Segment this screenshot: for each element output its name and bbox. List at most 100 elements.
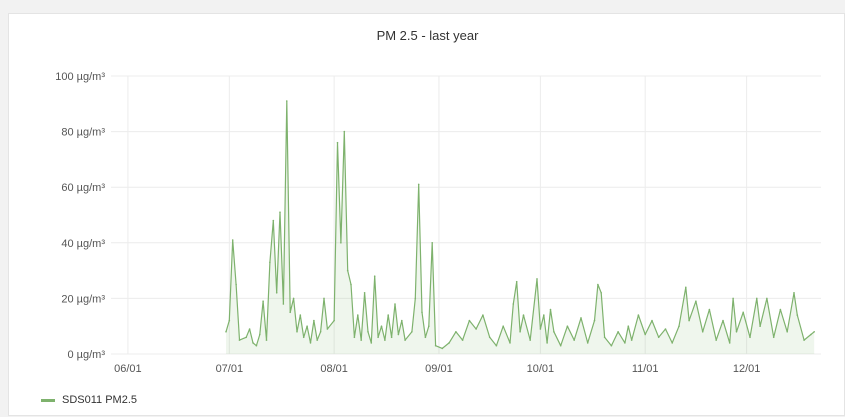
- data-point: [715, 339, 717, 341]
- y-tick-label: 20 µg/m³: [61, 293, 105, 305]
- x-tick-label: 07/01: [216, 363, 244, 375]
- data-point: [796, 314, 799, 316]
- data-point: [671, 342, 673, 344]
- x-tick-label: 08/01: [320, 363, 348, 375]
- data-point: [803, 339, 805, 341]
- legend[interactable]: SDS011 PM2.5: [41, 394, 137, 406]
- data-point: [475, 328, 477, 330]
- y-axis: 0 µg/m³ 20 µg/m³ 40 µg/m³ 60 µg/m³ 80 µg/m³ 1…: [55, 71, 105, 361]
- data-point: [225, 331, 227, 333]
- data-point: [664, 328, 667, 330]
- data-point: [296, 331, 298, 333]
- data-point: [387, 314, 390, 316]
- data-point: [688, 319, 690, 322]
- data-point: [377, 336, 379, 339]
- data-point: [695, 300, 697, 303]
- data-point: [306, 325, 308, 328]
- data-point: [756, 297, 758, 300]
- data-point: [255, 344, 258, 347]
- data-point: [515, 280, 518, 283]
- data-point: [546, 342, 548, 344]
- data-point: [810, 333, 812, 336]
- data-point: [637, 314, 640, 316]
- data-point: [428, 325, 430, 328]
- data-point: [228, 319, 231, 322]
- data-point: [553, 331, 555, 333]
- data-point: [708, 308, 711, 311]
- data-point: [363, 292, 366, 294]
- data-point: [316, 339, 319, 341]
- x-tick-label: 12/01: [733, 363, 761, 375]
- data-point: [566, 325, 569, 328]
- data-point: [586, 342, 589, 344]
- data-point: [701, 331, 704, 333]
- y-tick-label: 60 µg/m³: [61, 182, 105, 194]
- data-point: [482, 314, 484, 316]
- data-point: [766, 297, 768, 300]
- data-point: [749, 336, 751, 339]
- x-tick-label: 11/01: [632, 363, 659, 375]
- data-point: [390, 336, 393, 339]
- data-point: [252, 342, 254, 344]
- data-point: [813, 331, 815, 333]
- data-point: [793, 292, 795, 294]
- data-point: [269, 261, 271, 264]
- data-point: [238, 339, 241, 341]
- data-point: [259, 333, 261, 336]
- x-tick-label: 10/01: [527, 363, 555, 375]
- data-point: [678, 325, 680, 328]
- data-point: [627, 325, 630, 328]
- data-point: [539, 328, 542, 330]
- data-point: [559, 344, 562, 347]
- data-point: [262, 300, 264, 303]
- data-point: [644, 333, 646, 336]
- data-point: [346, 269, 349, 272]
- data-point: [309, 342, 312, 344]
- series-line[interactable]: [225, 100, 815, 349]
- panel-title: PM 2.5 - last year: [376, 28, 479, 43]
- data-point: [593, 319, 596, 322]
- data-point: [610, 344, 613, 347]
- y-tick-label: 0 µg/m³: [67, 349, 105, 361]
- data-point: [509, 342, 511, 344]
- data-point: [245, 336, 247, 339]
- data-point: [265, 339, 268, 341]
- data-point: [272, 219, 275, 222]
- data-point: [421, 311, 423, 314]
- data-point: [323, 297, 325, 300]
- legend-swatch: [41, 398, 55, 402]
- data-point: [597, 283, 599, 286]
- data-point: [468, 319, 471, 322]
- data-point: [357, 314, 359, 316]
- data-point: [394, 303, 396, 305]
- data-point: [779, 308, 782, 311]
- data-point: [580, 317, 582, 319]
- data-point: [502, 325, 505, 328]
- x-tick-label: 09/01: [425, 363, 453, 375]
- data-point: [275, 292, 278, 294]
- data-point: [282, 303, 285, 305]
- data-point: [434, 344, 437, 347]
- data-point: [519, 331, 521, 333]
- data-point: [728, 342, 731, 344]
- data-point: [722, 319, 724, 322]
- data-point: [279, 211, 281, 213]
- pm25-chart[interactable]: 0 µg/m³ 20 µg/m³ 40 µg/m³ 60 µg/m³ 80 µg/m³ 1…: [9, 14, 845, 417]
- data-point: [573, 339, 575, 341]
- series-area: [226, 101, 815, 354]
- data-point: [441, 347, 444, 350]
- data-point: [424, 336, 427, 339]
- data-point: [488, 336, 491, 339]
- data-point: [340, 242, 342, 244]
- data-point: [448, 342, 450, 344]
- data-point: [732, 297, 734, 300]
- y-tick-label: 40 µg/m³: [61, 238, 105, 250]
- data-point: [657, 336, 660, 339]
- data-point: [431, 242, 434, 244]
- data-point: [549, 308, 552, 311]
- data-point: [417, 183, 420, 186]
- data-point: [600, 292, 602, 294]
- legend-label: SDS011 PM2.5: [62, 394, 138, 406]
- data-point: [624, 342, 626, 344]
- data-point: [360, 339, 363, 341]
